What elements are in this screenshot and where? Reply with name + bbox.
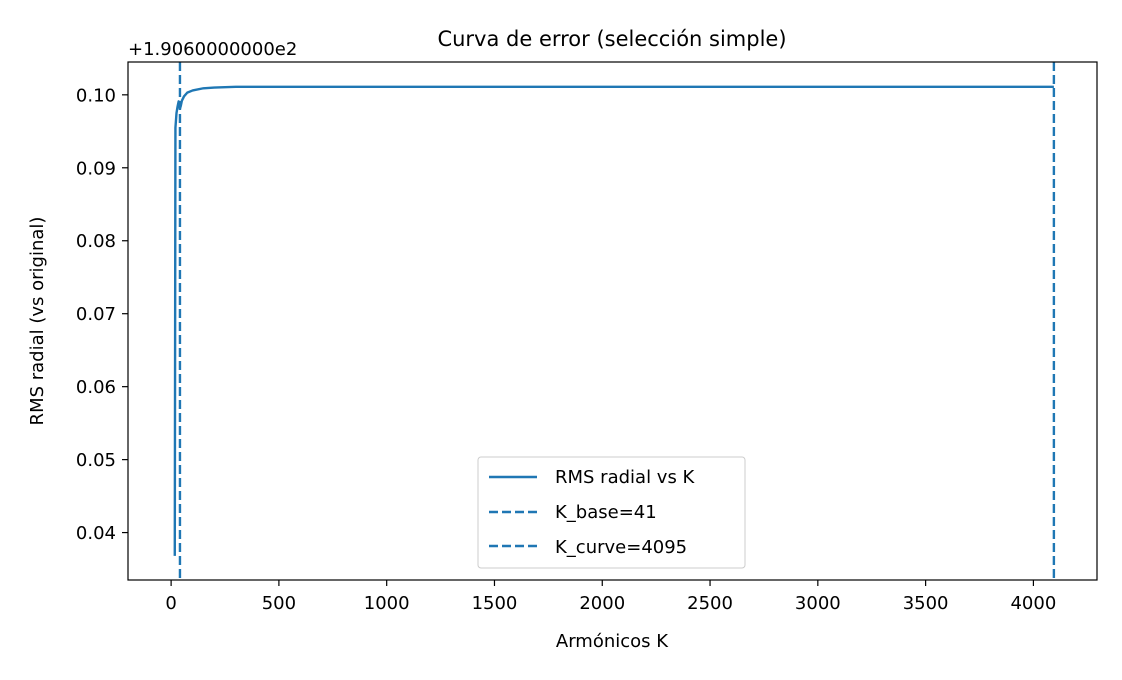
chart-title: Curva de error (selección simple) [437, 27, 786, 51]
legend-label-rms: RMS radial vs K [555, 467, 696, 488]
series-line-rms-radial [173, 85, 1054, 556]
y-tick-label: 0.07 [76, 304, 116, 325]
y-tick-label: 0.05 [76, 450, 116, 471]
y-tick-label: 0.10 [76, 85, 116, 106]
y-tick-label: 0.09 [76, 158, 116, 179]
x-axis-ticks: 0 500 1000 1500 2000 2500 3000 3500 4000 [165, 580, 1056, 614]
legend-box [477, 456, 746, 569]
legend-label-k-base: K_base=41 [555, 502, 657, 523]
y-tick-label: 0.06 [76, 377, 116, 398]
x-tick-label: 500 [262, 593, 296, 614]
legend: RMS radial vs K K_base=41 K_curve=4095 [477, 456, 746, 569]
x-tick-label: 0 [165, 593, 176, 614]
y-axis-label: RMS radial (vs original) [27, 217, 48, 426]
x-axis-label: Armónicos K [556, 631, 669, 652]
x-tick-label: 2000 [579, 593, 625, 614]
legend-label-k-curve: K_curve=4095 [555, 537, 687, 558]
x-tick-label: 3000 [795, 593, 841, 614]
x-tick-label: 4000 [1010, 593, 1056, 614]
x-tick-label: 1500 [472, 593, 518, 614]
x-tick-label: 1000 [364, 593, 410, 614]
y-offset-text: +1.9060000000e2 [128, 39, 297, 60]
data-layer [173, 62, 1056, 580]
plot-frame [127, 61, 1098, 581]
x-tick-label: 2500 [687, 593, 733, 614]
y-axis-ticks: 0.04 0.05 0.06 0.07 0.08 0.09 0.10 [76, 85, 128, 544]
y-tick-label: 0.04 [76, 523, 116, 544]
x-tick-label: 3500 [903, 593, 949, 614]
y-tick-label: 0.08 [76, 231, 116, 252]
